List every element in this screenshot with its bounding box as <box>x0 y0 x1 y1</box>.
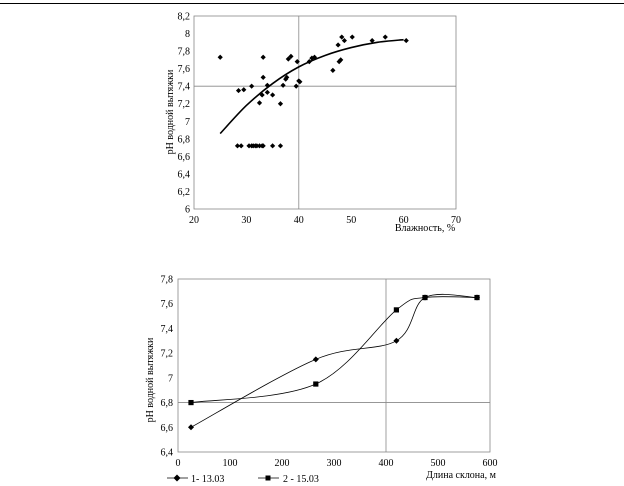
data-points <box>217 34 409 149</box>
data-point <box>285 56 291 62</box>
trendline <box>219 38 404 135</box>
data-point <box>259 92 265 98</box>
x-tick-label: 50 <box>346 215 356 226</box>
data-point <box>349 34 355 40</box>
data-point <box>235 87 242 94</box>
data-point <box>338 57 344 63</box>
y-tick-label: 8,2 <box>178 12 191 23</box>
data-point <box>297 79 303 85</box>
data-point <box>260 143 266 149</box>
data-point <box>293 83 299 89</box>
data-point <box>277 101 284 107</box>
data-point <box>284 74 290 81</box>
y-tick-label: 6,6 <box>178 152 191 163</box>
data-point <box>280 82 286 88</box>
y-tick-label: 7,2 <box>178 99 191 110</box>
data-point <box>246 143 252 149</box>
y-tick-label: 6,8 <box>178 134 191 145</box>
data-point <box>339 34 345 40</box>
x-tick-label: 40 <box>294 215 304 226</box>
data-point <box>309 55 315 61</box>
x-tick-label: 70 <box>451 215 461 226</box>
x-tick-label: 60 <box>399 215 409 226</box>
plot-area-border <box>193 15 457 210</box>
data-point <box>403 37 409 44</box>
data-point <box>335 42 341 48</box>
data-point <box>288 53 294 59</box>
x-tick-labels: 20 30 40 50 60 70 <box>189 215 461 226</box>
data-point <box>270 92 276 98</box>
data-point <box>264 82 270 88</box>
data-point <box>260 74 266 81</box>
x-tick-label: 20 <box>189 215 199 226</box>
x-tick-label: 30 <box>241 215 251 226</box>
y-tick-label: 6,2 <box>178 187 191 198</box>
y-tick-label: 6,4 <box>178 169 191 180</box>
page-top-rule <box>0 3 624 4</box>
data-point <box>270 143 276 149</box>
data-point <box>260 54 266 60</box>
data-point <box>256 143 263 149</box>
data-point <box>306 59 312 65</box>
data-point <box>369 37 375 44</box>
data-point <box>249 83 255 89</box>
y-tick-label: 7,8 <box>178 47 191 58</box>
y-tick-labels: 6 6,2 6,4 6,6 6,8 7 7,2 7,4 7,6 7,8 8 8,2 <box>178 12 191 216</box>
y-tick-label: 7,4 <box>178 82 191 93</box>
y-tick-label: 7,6 <box>178 64 191 75</box>
data-point <box>277 143 284 149</box>
data-point <box>241 87 247 93</box>
y-tick-label: 7 <box>185 117 190 128</box>
data-point <box>311 54 318 60</box>
x-axis-label: Влажность, % <box>395 223 455 234</box>
y-axis-label: pH водной вытяжки <box>165 69 176 154</box>
trendline-layer <box>219 38 404 135</box>
data-point <box>254 143 260 149</box>
data-point <box>264 89 270 95</box>
data-point <box>341 37 347 44</box>
data-point <box>294 59 300 65</box>
y-tick-label: 8 <box>185 29 190 40</box>
data-point <box>238 143 244 149</box>
gridlines <box>194 16 456 209</box>
y-tick-label: 6 <box>185 205 190 216</box>
data-point <box>382 34 388 40</box>
data-point <box>283 76 289 82</box>
data-point <box>330 67 336 73</box>
data-point <box>234 143 241 149</box>
data-point <box>217 54 223 60</box>
data-point <box>256 100 263 106</box>
